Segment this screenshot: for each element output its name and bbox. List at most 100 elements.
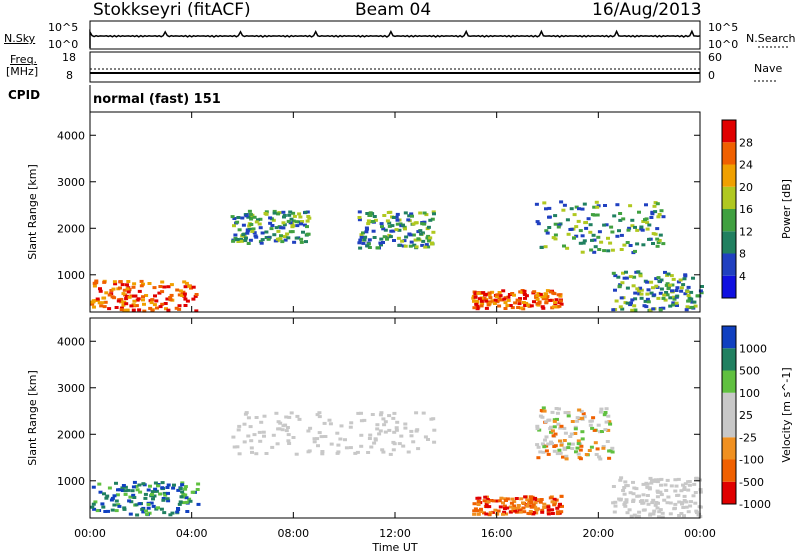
velocity-cell bbox=[491, 499, 496, 503]
power-cell bbox=[246, 242, 251, 245]
velocity-cell bbox=[660, 511, 665, 515]
power-cell bbox=[294, 236, 299, 240]
power-cell bbox=[166, 285, 171, 289]
velocity-cell bbox=[659, 477, 664, 481]
velocity-cell bbox=[249, 439, 254, 443]
power-cell bbox=[654, 277, 659, 281]
velocity-cell bbox=[316, 444, 320, 448]
power-cell bbox=[379, 243, 383, 247]
power-cell bbox=[120, 283, 125, 287]
power-cell bbox=[368, 212, 373, 216]
velocity-cell bbox=[274, 411, 279, 415]
velocity-cell bbox=[307, 449, 312, 453]
power-cell bbox=[562, 203, 567, 207]
power-cell bbox=[305, 219, 310, 223]
power-cell bbox=[513, 301, 518, 305]
power-cell bbox=[508, 304, 513, 307]
power-feature bbox=[611, 270, 704, 312]
velocity-cell bbox=[284, 415, 289, 419]
power-cell bbox=[256, 218, 260, 222]
power-cell bbox=[635, 228, 640, 232]
velocity-cell bbox=[558, 502, 562, 506]
velocity-cell bbox=[248, 425, 253, 429]
power-cell bbox=[695, 294, 700, 298]
power-cell bbox=[541, 297, 546, 301]
power-cell bbox=[641, 243, 646, 247]
velocity-cell bbox=[252, 433, 257, 437]
velocity-cell bbox=[561, 455, 565, 459]
power-cell bbox=[428, 236, 433, 240]
power-cell bbox=[141, 298, 145, 302]
power-cell bbox=[291, 211, 296, 215]
velocity-cell bbox=[180, 481, 185, 485]
power-cell bbox=[252, 215, 257, 219]
velocity-cell bbox=[540, 442, 545, 446]
power-cell bbox=[539, 246, 544, 249]
velocity-cell bbox=[604, 407, 609, 411]
power-cell bbox=[619, 296, 624, 300]
power-cell bbox=[99, 304, 104, 308]
power-cell bbox=[681, 283, 686, 287]
velocity-cell bbox=[648, 476, 653, 480]
power-cell bbox=[625, 301, 630, 305]
power-cell bbox=[646, 300, 651, 304]
power-cell bbox=[305, 232, 310, 236]
velocity-cell bbox=[657, 510, 662, 514]
power-cell bbox=[613, 288, 617, 292]
power-cell bbox=[397, 243, 402, 247]
velocity-cell bbox=[179, 495, 184, 499]
power-cell bbox=[689, 290, 694, 294]
power-cell bbox=[610, 230, 615, 234]
power-cell bbox=[357, 218, 362, 222]
velocity-cell bbox=[375, 427, 380, 431]
data-panels: 4000 3000 2000 1000 Slant Range [km] 28 24 20 16… bbox=[26, 111, 793, 554]
velocity-cell bbox=[315, 413, 320, 417]
power-cell bbox=[268, 221, 273, 225]
velocity-cell bbox=[562, 426, 567, 430]
power-cell bbox=[125, 308, 130, 312]
power-cell bbox=[291, 219, 296, 223]
power-cell bbox=[239, 237, 244, 241]
power-cell bbox=[273, 239, 278, 243]
velocity-cell bbox=[344, 446, 349, 450]
power-cell bbox=[235, 238, 240, 241]
velocity-cell bbox=[120, 489, 125, 492]
power-cell bbox=[385, 219, 390, 223]
velocity-cell bbox=[580, 437, 585, 441]
power-cell bbox=[651, 242, 655, 245]
power-cell bbox=[665, 293, 670, 297]
power-cell bbox=[372, 215, 377, 218]
velocity-cell bbox=[529, 497, 534, 501]
power-cell bbox=[276, 229, 281, 233]
power-cell bbox=[303, 210, 308, 214]
power-cell bbox=[107, 293, 112, 297]
velocity-cell bbox=[145, 512, 149, 516]
power-cell bbox=[272, 211, 277, 215]
power-cell bbox=[413, 221, 418, 225]
velocity-cell bbox=[369, 445, 374, 449]
velocity-cell bbox=[378, 413, 383, 417]
power-cell bbox=[622, 276, 627, 280]
power-cell bbox=[535, 297, 540, 301]
power-cell bbox=[578, 241, 583, 245]
velocity-cell bbox=[534, 507, 539, 511]
velocity-feature bbox=[90, 480, 201, 517]
velocity-cell bbox=[568, 435, 573, 438]
velocity-cell bbox=[161, 498, 166, 502]
velocity-cell bbox=[409, 434, 414, 438]
power-cell bbox=[98, 287, 102, 291]
velocity-cell bbox=[603, 428, 608, 432]
colorbar-swatch bbox=[722, 164, 736, 187]
power-cell bbox=[276, 212, 281, 216]
power-cell bbox=[474, 302, 479, 306]
x-tick-label: 12:00 bbox=[379, 527, 411, 540]
power-cell bbox=[689, 297, 694, 301]
power-cell bbox=[497, 304, 502, 308]
velocity-cell bbox=[504, 499, 508, 502]
power-cell bbox=[392, 239, 396, 242]
power-cell bbox=[592, 250, 597, 254]
nsky-tick-bottom: 10^0 bbox=[48, 38, 79, 51]
power-cell bbox=[670, 289, 674, 293]
power-cell bbox=[158, 305, 163, 309]
